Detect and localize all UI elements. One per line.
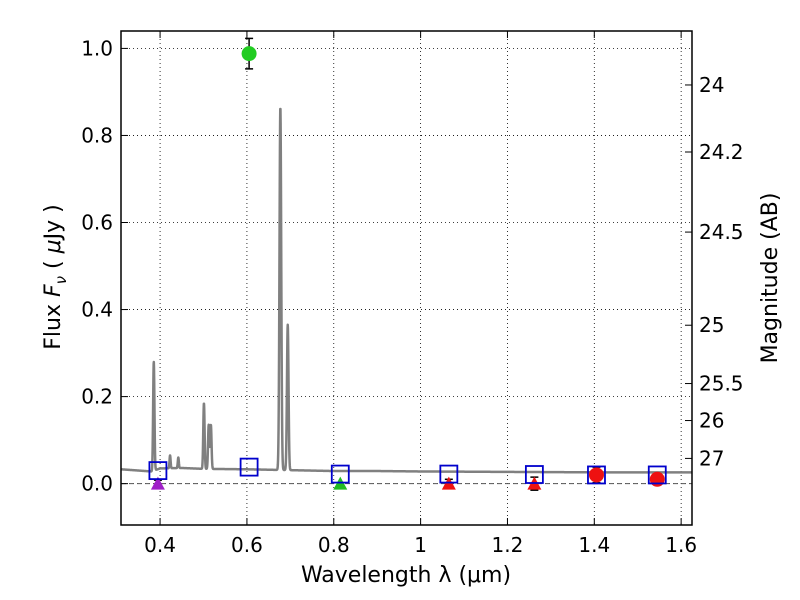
right-tick-label: 26 (699, 409, 724, 433)
x-tick-label: 1.2 (492, 533, 524, 557)
model-photometry-point (148, 461, 168, 480)
x-tick-label: 0.4 (144, 533, 176, 557)
y-axis-title-part: Jy ) (41, 204, 66, 241)
right-axis-ticks: 24 24.2 24.5 25 25.5 26 27 (685, 73, 744, 470)
observation-upper-limit (150, 476, 165, 490)
observations (150, 37, 665, 491)
right-tick-label: 24 (699, 73, 724, 97)
x-tick-label: 0.6 (231, 533, 263, 557)
y-tick-label: 0.6 (81, 211, 113, 235)
right-tick-label: 27 (699, 446, 724, 470)
x-tick-label: 0.8 (318, 533, 350, 557)
observation-point (588, 467, 604, 483)
model-photometry-point (330, 464, 350, 484)
y-axis-ticks: 0.0 0.2 0.4 0.6 0.8 1.0 (81, 36, 128, 496)
x-axis-ticks: 0.4 0.6 0.8 1 1.2 1.4 1.6 (144, 31, 697, 557)
y-axis-title-part: F (41, 284, 66, 297)
right-tick-label: 24.2 (699, 140, 744, 164)
model-photometry-point (587, 465, 606, 485)
y-tick-label: 1.0 (81, 36, 113, 60)
y-axis-title-part: ν (52, 276, 70, 284)
model-photometry-point (524, 465, 544, 484)
right-tick-label: 24.5 (699, 220, 744, 244)
model-photometry-point (239, 457, 259, 477)
plot-frame (120, 30, 693, 526)
y-tick-label: 0.4 (81, 298, 113, 322)
model-photometry-point (647, 465, 667, 485)
observation-point (649, 471, 665, 487)
right-axis-title: Magnitude (AB) (758, 193, 783, 364)
y-axis-title: Flux Fν ( μJy ) (41, 204, 70, 349)
model-photometry (148, 457, 667, 485)
spectrum-line (119, 107, 693, 474)
y-axis-title-part: μ (41, 239, 66, 254)
right-tick-label: 25 (699, 313, 724, 337)
y-tick-label: 0.8 (81, 123, 113, 147)
y-axis-title-part: ( (41, 253, 66, 276)
y-tick-label: 0.2 (81, 385, 113, 409)
x-tick-label: 1 (414, 533, 427, 557)
x-tick-label: 1.4 (578, 533, 610, 557)
x-axis-title: Wavelength λ (μm) (301, 563, 511, 588)
y-tick-label: 0.0 (81, 472, 113, 496)
model-spectrum (119, 107, 693, 474)
right-tick-label: 25.5 (699, 372, 744, 396)
model-photometry-point (439, 464, 459, 484)
x-tick-label: 1.6 (665, 533, 697, 557)
observation-point (241, 46, 257, 62)
y-axis-title-part: Flux (41, 297, 66, 350)
